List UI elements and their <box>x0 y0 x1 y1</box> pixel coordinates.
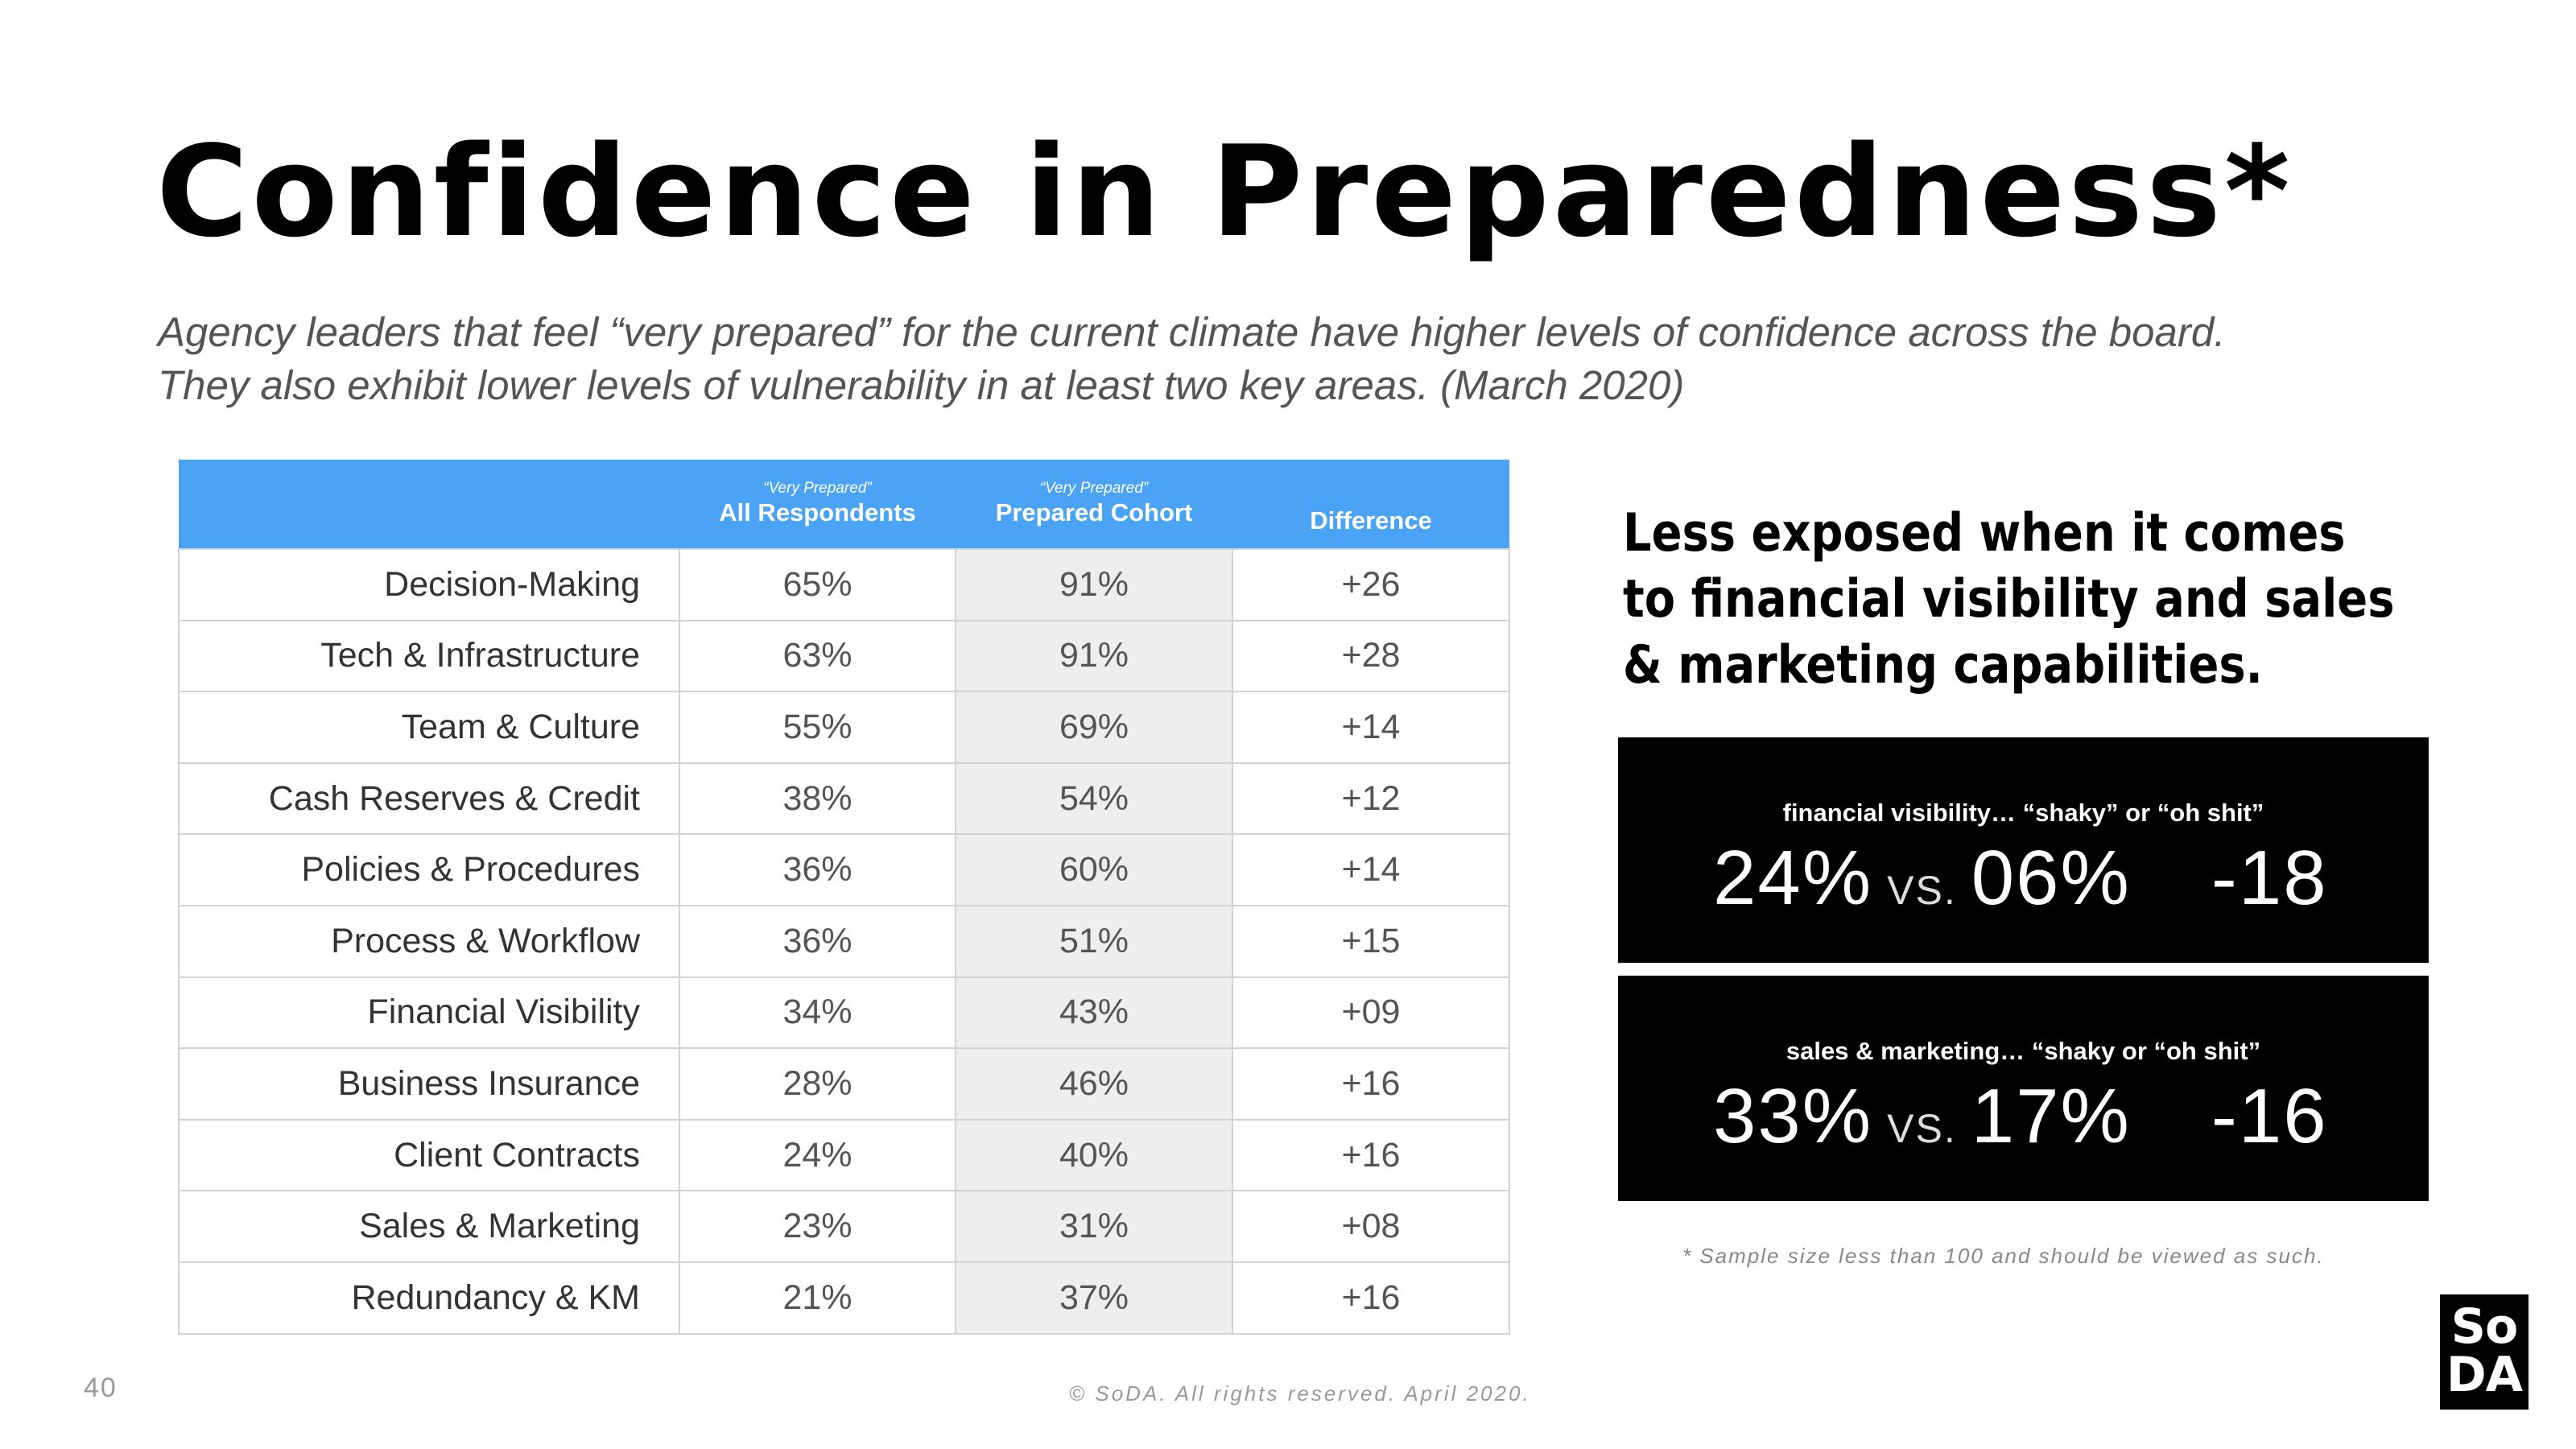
table-row: Process & Workflow 36% 51% +15 <box>178 904 1510 978</box>
stat-cohort-value: 17% <box>1971 1073 2131 1159</box>
difference-value: +08 <box>1232 1190 1510 1263</box>
difference-value: +14 <box>1232 691 1510 764</box>
prepared-cohort-value: 43% <box>955 976 1233 1050</box>
all-respondents-value: 24% <box>679 1118 956 1192</box>
page-number: 40 <box>84 1373 118 1403</box>
subtitle-line: They also exhibit lower levels of vulner… <box>158 362 1685 408</box>
heading-line: & marketing capabilities. <box>1623 635 2263 696</box>
stat-delta-value: -18 <box>2211 835 2328 921</box>
difference-value: +12 <box>1232 762 1510 836</box>
sales-marketing-stat-box: sales & marketing… “shaky or “oh shit” 3… <box>1618 976 2429 1201</box>
slide-subtitle: Agency leaders that feel “very prepared”… <box>158 306 2331 412</box>
difference-value: +09 <box>1232 976 1510 1050</box>
subtitle-line: Agency leaders that feel “very prepared”… <box>158 309 2226 355</box>
copyright-notice: © SoDA. All rights reserved. April 2020. <box>1069 1381 1531 1406</box>
table-row: Financial Visibility 34% 43% +09 <box>178 976 1510 1050</box>
header-sub-label: “Very Prepared” <box>1039 480 1149 497</box>
row-label: Policies & Procedures <box>178 833 680 906</box>
all-respondents-value: 21% <box>679 1261 956 1335</box>
table-header-row: “Very Prepared” All Respondents “Very Pr… <box>179 460 1509 549</box>
stat-vs-label: VS. <box>1887 868 1957 913</box>
stat-cohort-value: 06% <box>1971 835 2131 921</box>
difference-value: +28 <box>1232 619 1510 693</box>
prepared-cohort-value: 60% <box>955 833 1233 906</box>
all-respondents-value: 36% <box>679 904 956 978</box>
difference-value: +16 <box>1232 1118 1510 1192</box>
soda-logo: So DA <box>2440 1294 2529 1410</box>
slide-title: Confidence in Preparedness* <box>156 118 2293 265</box>
difference-value: +26 <box>1232 548 1510 621</box>
stat-figures: 33% VS. 17% -16 <box>1713 1072 2328 1161</box>
row-label: Business Insurance <box>178 1047 680 1121</box>
sample-size-footnote: * Sample size less than 100 and should b… <box>1682 1244 2325 1268</box>
difference-value: +14 <box>1232 833 1510 906</box>
table-row: Decision-Making 65% 91% +26 <box>178 548 1510 621</box>
row-label: Tech & Infrastructure <box>178 619 680 693</box>
difference-value: +15 <box>1232 904 1510 978</box>
all-respondents-value: 28% <box>679 1047 956 1121</box>
prepared-cohort-value: 31% <box>955 1190 1233 1263</box>
all-respondents-value: 65% <box>679 548 956 621</box>
row-label: Financial Visibility <box>178 976 680 1050</box>
stat-all-value: 24% <box>1713 835 1873 921</box>
stat-vs-label: VS. <box>1887 1106 1957 1151</box>
header-main-label: Difference <box>1310 506 1432 535</box>
stat-caption: financial visibility… “shaky” or “oh shi… <box>1782 799 2264 827</box>
prepared-cohort-value: 69% <box>955 691 1233 764</box>
stat-caption: sales & marketing… “shaky or “oh shit” <box>1785 1037 2261 1065</box>
all-respondents-value: 63% <box>679 619 956 693</box>
prepared-cohort-value: 51% <box>955 904 1233 978</box>
stat-all-value: 33% <box>1713 1073 1873 1159</box>
header-difference: Difference <box>1232 460 1509 549</box>
difference-value: +16 <box>1232 1261 1510 1335</box>
prepared-cohort-value: 91% <box>955 619 1233 693</box>
row-label: Cash Reserves & Credit <box>178 762 680 836</box>
header-blank-cell <box>179 460 679 549</box>
header-all-respondents: “Very Prepared” All Respondents <box>679 460 956 549</box>
header-main-label: All Respondents <box>719 498 916 526</box>
difference-value: +16 <box>1232 1047 1510 1121</box>
table-row: Business Insurance 28% 46% +16 <box>178 1047 1510 1121</box>
preparedness-table: “Very Prepared” All Respondents “Very Pr… <box>178 460 1510 1335</box>
all-respondents-value: 36% <box>679 833 956 906</box>
prepared-cohort-value: 91% <box>955 548 1233 621</box>
table-row: Client Contracts 24% 40% +16 <box>178 1118 1510 1192</box>
stat-figures: 24% VS. 06% -18 <box>1713 834 2328 923</box>
table-row: Tech & Infrastructure 63% 91% +28 <box>178 619 1510 693</box>
row-label: Sales & Marketing <box>178 1190 680 1263</box>
exposure-heading: Less exposed when it comes to financial … <box>1623 501 2395 699</box>
table-row: Redundancy & KM 21% 37% +16 <box>178 1261 1510 1335</box>
prepared-cohort-value: 54% <box>955 762 1233 836</box>
table-row: Team & Culture 55% 69% +14 <box>178 691 1510 764</box>
all-respondents-value: 23% <box>679 1190 956 1263</box>
logo-line: So <box>2450 1298 2518 1355</box>
all-respondents-value: 34% <box>679 976 956 1050</box>
row-label: Decision-Making <box>178 548 680 621</box>
prepared-cohort-value: 40% <box>955 1118 1233 1192</box>
prepared-cohort-value: 37% <box>955 1261 1233 1335</box>
header-prepared-cohort: “Very Prepared” Prepared Cohort <box>956 460 1232 549</box>
row-label: Team & Culture <box>178 691 680 764</box>
financial-visibility-stat-box: financial visibility… “shaky” or “oh shi… <box>1618 737 2429 963</box>
table-row: Sales & Marketing 23% 31% +08 <box>178 1190 1510 1263</box>
heading-line: Less exposed when it comes <box>1623 503 2346 564</box>
stat-delta-value: -16 <box>2211 1073 2328 1159</box>
heading-line: to financial visibility and sales <box>1623 569 2395 630</box>
table-row: Policies & Procedures 36% 60% +14 <box>178 833 1510 906</box>
header-main-label: Prepared Cohort <box>995 498 1193 526</box>
all-respondents-value: 55% <box>679 691 956 764</box>
table-row: Cash Reserves & Credit 38% 54% +12 <box>178 762 1510 836</box>
all-respondents-value: 38% <box>679 762 956 836</box>
row-label: Redundancy & KM <box>178 1261 680 1335</box>
header-sub-label: “Very Prepared” <box>763 480 872 497</box>
row-label: Process & Workflow <box>178 904 680 978</box>
logo-line: DA <box>2446 1347 2523 1403</box>
prepared-cohort-value: 46% <box>955 1047 1233 1121</box>
row-label: Client Contracts <box>178 1118 680 1192</box>
